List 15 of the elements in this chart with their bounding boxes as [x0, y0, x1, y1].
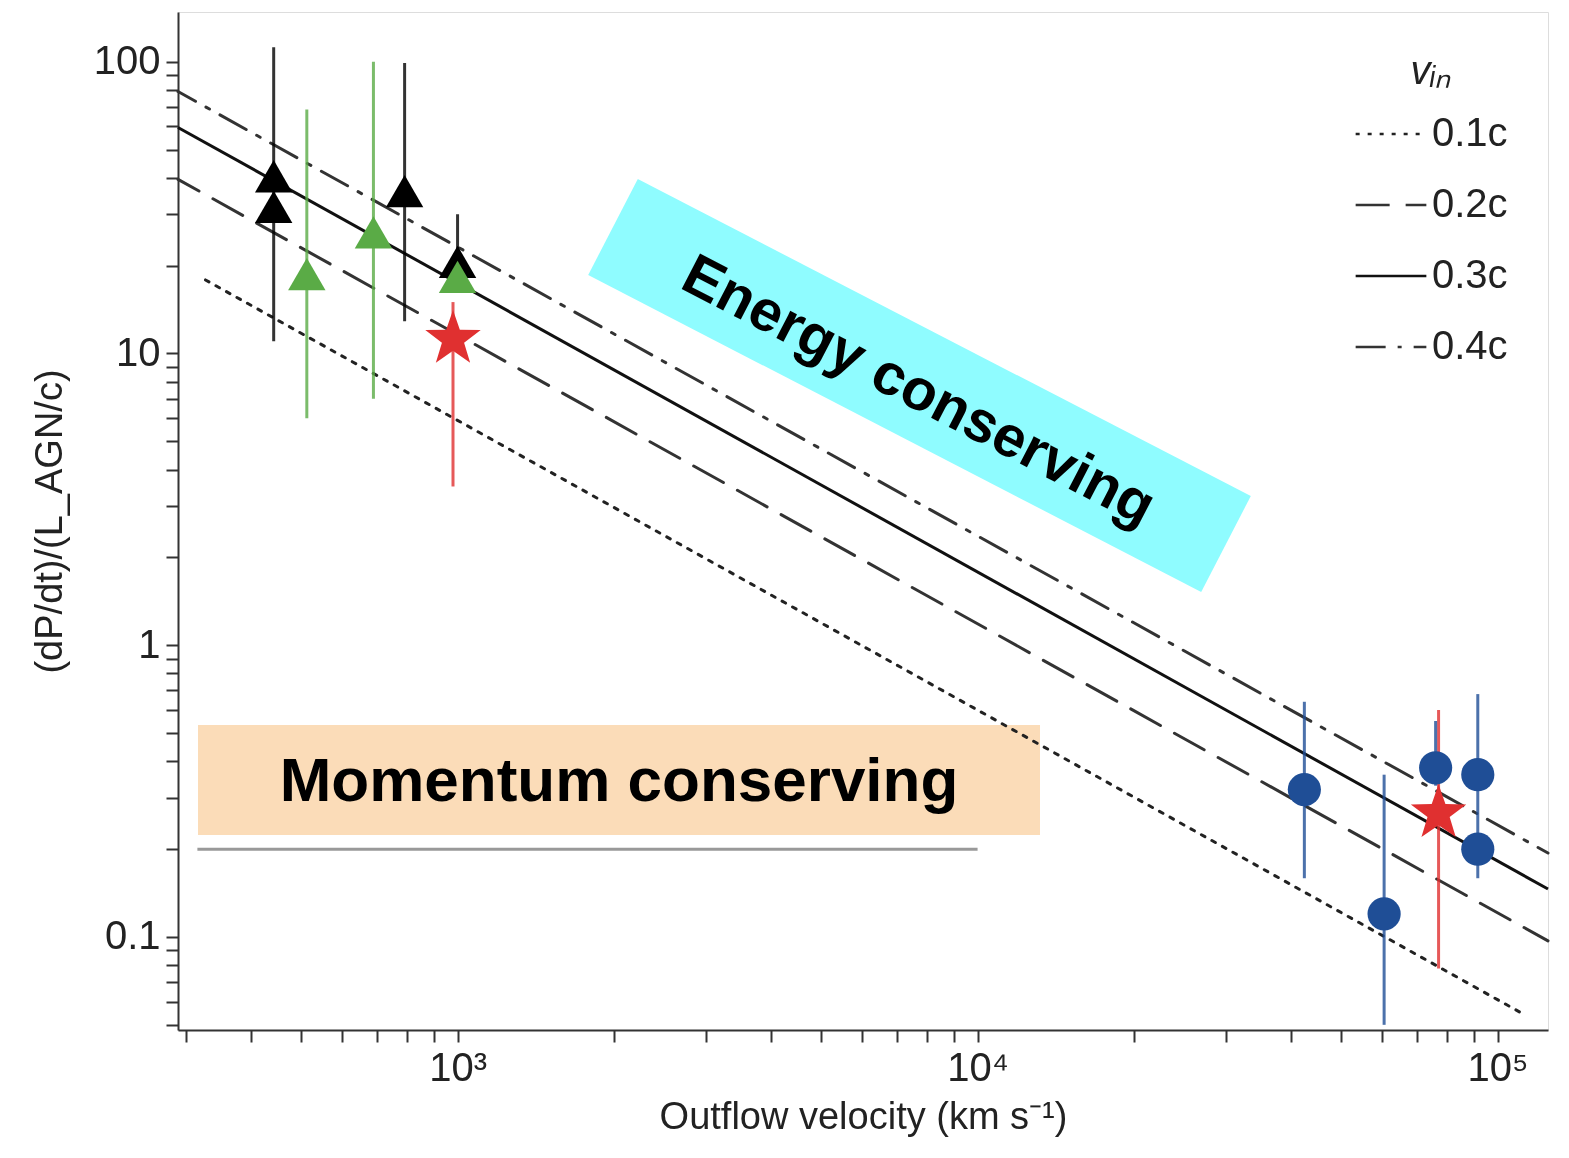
x-tick-label: 10⁵ — [1467, 1044, 1529, 1089]
legend-label: 0.3c — [1432, 252, 1508, 296]
legend-title: vᵢₙ — [1410, 48, 1452, 92]
legend-label: 0.2c — [1432, 181, 1508, 225]
legend-label: 0.1c — [1432, 110, 1508, 154]
x-tick-label: 10⁴ — [947, 1044, 1009, 1089]
legend-label: 0.4c — [1432, 323, 1508, 367]
y-tick-label: 1 — [138, 621, 161, 666]
x-axis-title: Outflow velocity (km s⁻¹) — [659, 1094, 1068, 1137]
x-tick-label: 10³ — [429, 1044, 487, 1089]
annotation: Momentum conserving — [279, 745, 959, 814]
y-tick-label: 10 — [116, 329, 161, 374]
y-axis-title: (dP/dt)/(L_AGN/c) — [27, 369, 70, 674]
y-tick-label: 0.1 — [104, 913, 161, 958]
y-tick-label: 100 — [93, 38, 161, 83]
